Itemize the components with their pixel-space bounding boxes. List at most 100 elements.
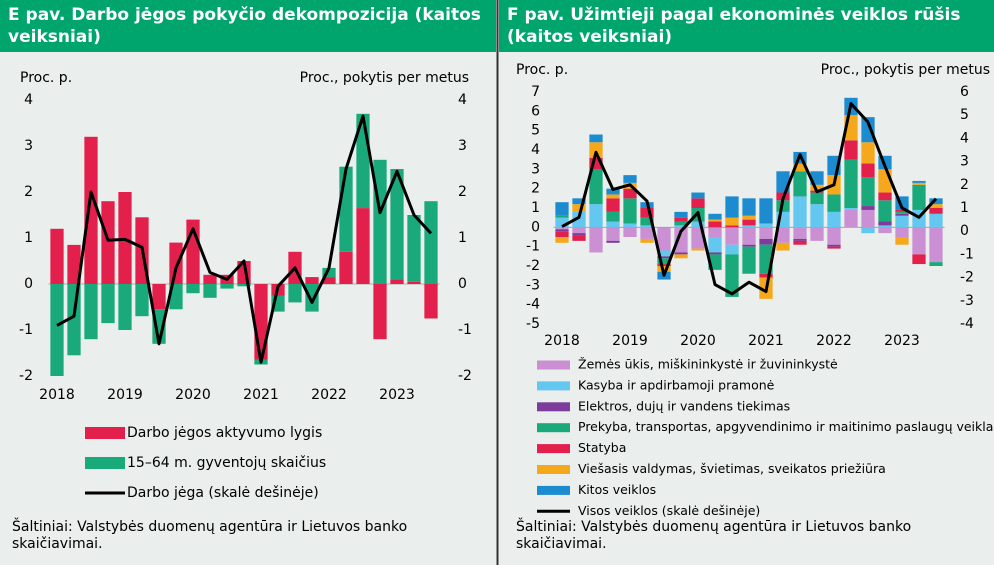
bar-segment (555, 217, 569, 228)
bar-segment (691, 192, 705, 199)
bar-segment (793, 238, 807, 241)
bar-segment (203, 284, 217, 298)
bar-segment (288, 284, 302, 303)
legend-label: 15–64 m. gyventojų skaičius (127, 455, 326, 471)
y-tick-label: 6 (531, 103, 540, 119)
bar-segment (674, 211, 688, 218)
bar-segment (844, 140, 858, 160)
bar-segment (674, 252, 688, 255)
bar-segment (572, 227, 586, 234)
bar-segment (861, 227, 875, 234)
bar-segment (555, 237, 569, 243)
y-tick-label: -1 (19, 322, 33, 338)
bar-segment (929, 227, 943, 263)
bar-segment (742, 198, 756, 216)
y2-tick-label: -1 (960, 246, 974, 262)
bar-segment (895, 215, 909, 228)
bar-segment (742, 246, 756, 274)
bar-segment (912, 180, 926, 183)
y2-axis-label: Proc., pokytis per metus (821, 62, 990, 78)
bar-segment (424, 201, 438, 284)
bar-segment (708, 219, 722, 222)
bar-segment (725, 225, 739, 228)
bar-segment (640, 208, 654, 218)
bar-segment (152, 284, 166, 310)
bar-segment (861, 117, 875, 143)
y2-tick-label: 1 (960, 200, 969, 216)
bar-segment (759, 223, 773, 228)
bar-segment (606, 194, 620, 199)
legend-swatch (537, 423, 570, 433)
bar-segment (572, 211, 586, 228)
legend-swatch (537, 360, 570, 370)
bar-segment (708, 213, 722, 220)
bar-segment (844, 159, 858, 208)
bar-segment (101, 201, 115, 284)
bar-segment (606, 198, 620, 212)
bar-segment (793, 163, 807, 172)
bar-segment (878, 227, 892, 234)
y-tick-label: 1 (24, 230, 33, 246)
x-tick-label: 2019 (612, 333, 648, 349)
legend-label: Darbo jėgos aktyvumo lygis (127, 425, 322, 441)
bar-segment (895, 213, 909, 216)
legend-swatch (537, 465, 570, 474)
bar-segment (640, 225, 654, 228)
bar-segment (589, 227, 603, 253)
y2-axis-label: Proc., pokytis per metus (300, 70, 469, 86)
bar-segment (305, 284, 319, 312)
bar-segment (929, 262, 943, 266)
bar-segment (759, 198, 773, 224)
y-tick-label: 4 (24, 92, 33, 108)
bar-segment (339, 251, 353, 284)
legend-label: Elektros, dujų ir vandens tiekimas (578, 398, 790, 413)
bar-segment (742, 227, 756, 245)
y2-tick-label: 2 (458, 184, 467, 200)
bar-segment (555, 231, 569, 237)
bar-segment (793, 171, 807, 197)
bar-segment (861, 209, 875, 228)
bar-segment (356, 208, 370, 284)
bar-segment (691, 198, 705, 208)
bar-segment (203, 274, 217, 284)
bar-segment (810, 192, 824, 205)
bar-segment (878, 221, 892, 226)
bar-segment (623, 175, 637, 183)
bar-segment (759, 273, 773, 278)
y-tick-label: -3 (526, 277, 540, 293)
bar-segment (322, 267, 336, 278)
y2-tick-label: 5 (960, 107, 969, 123)
legend-label: Prekyba, transportas, apgyvendinimo ir m… (578, 419, 993, 434)
bar-segment (220, 284, 234, 289)
bar-segment (776, 242, 790, 251)
line-series (56, 114, 433, 364)
bar-segment (861, 163, 875, 178)
bar-segment (742, 219, 756, 226)
y2-tick-label: -2 (960, 270, 974, 286)
bar-segment (237, 284, 251, 287)
bar-segment (793, 240, 807, 245)
bar-segment (912, 182, 926, 185)
y-tick-label: -4 (526, 297, 540, 313)
bar-segment (606, 211, 620, 222)
y-axis-label: Proc. p. (20, 70, 72, 86)
bar-segment (929, 208, 943, 214)
bar-segment (674, 221, 688, 226)
bar-segment (895, 237, 909, 245)
y-tick-label: 5 (531, 123, 540, 139)
bar-segment (589, 157, 603, 170)
x-tick-label: 2022 (816, 333, 852, 349)
legend-swatch (537, 485, 570, 495)
bar-segment (623, 198, 637, 224)
legend-label: Darbo jėga (skalė dešinėje) (127, 485, 319, 501)
bar-segment (912, 184, 926, 210)
y-tick-label: 1 (531, 200, 540, 216)
bar-segment (708, 237, 722, 253)
bar-segment (878, 192, 892, 201)
bar-segment (844, 208, 858, 210)
bar-segment (725, 244, 739, 255)
bar-segment (657, 258, 671, 265)
legend-label: Žemės ūkis, miškininkystė ir žuvininkyst… (578, 357, 838, 372)
bar-segment (929, 204, 943, 208)
